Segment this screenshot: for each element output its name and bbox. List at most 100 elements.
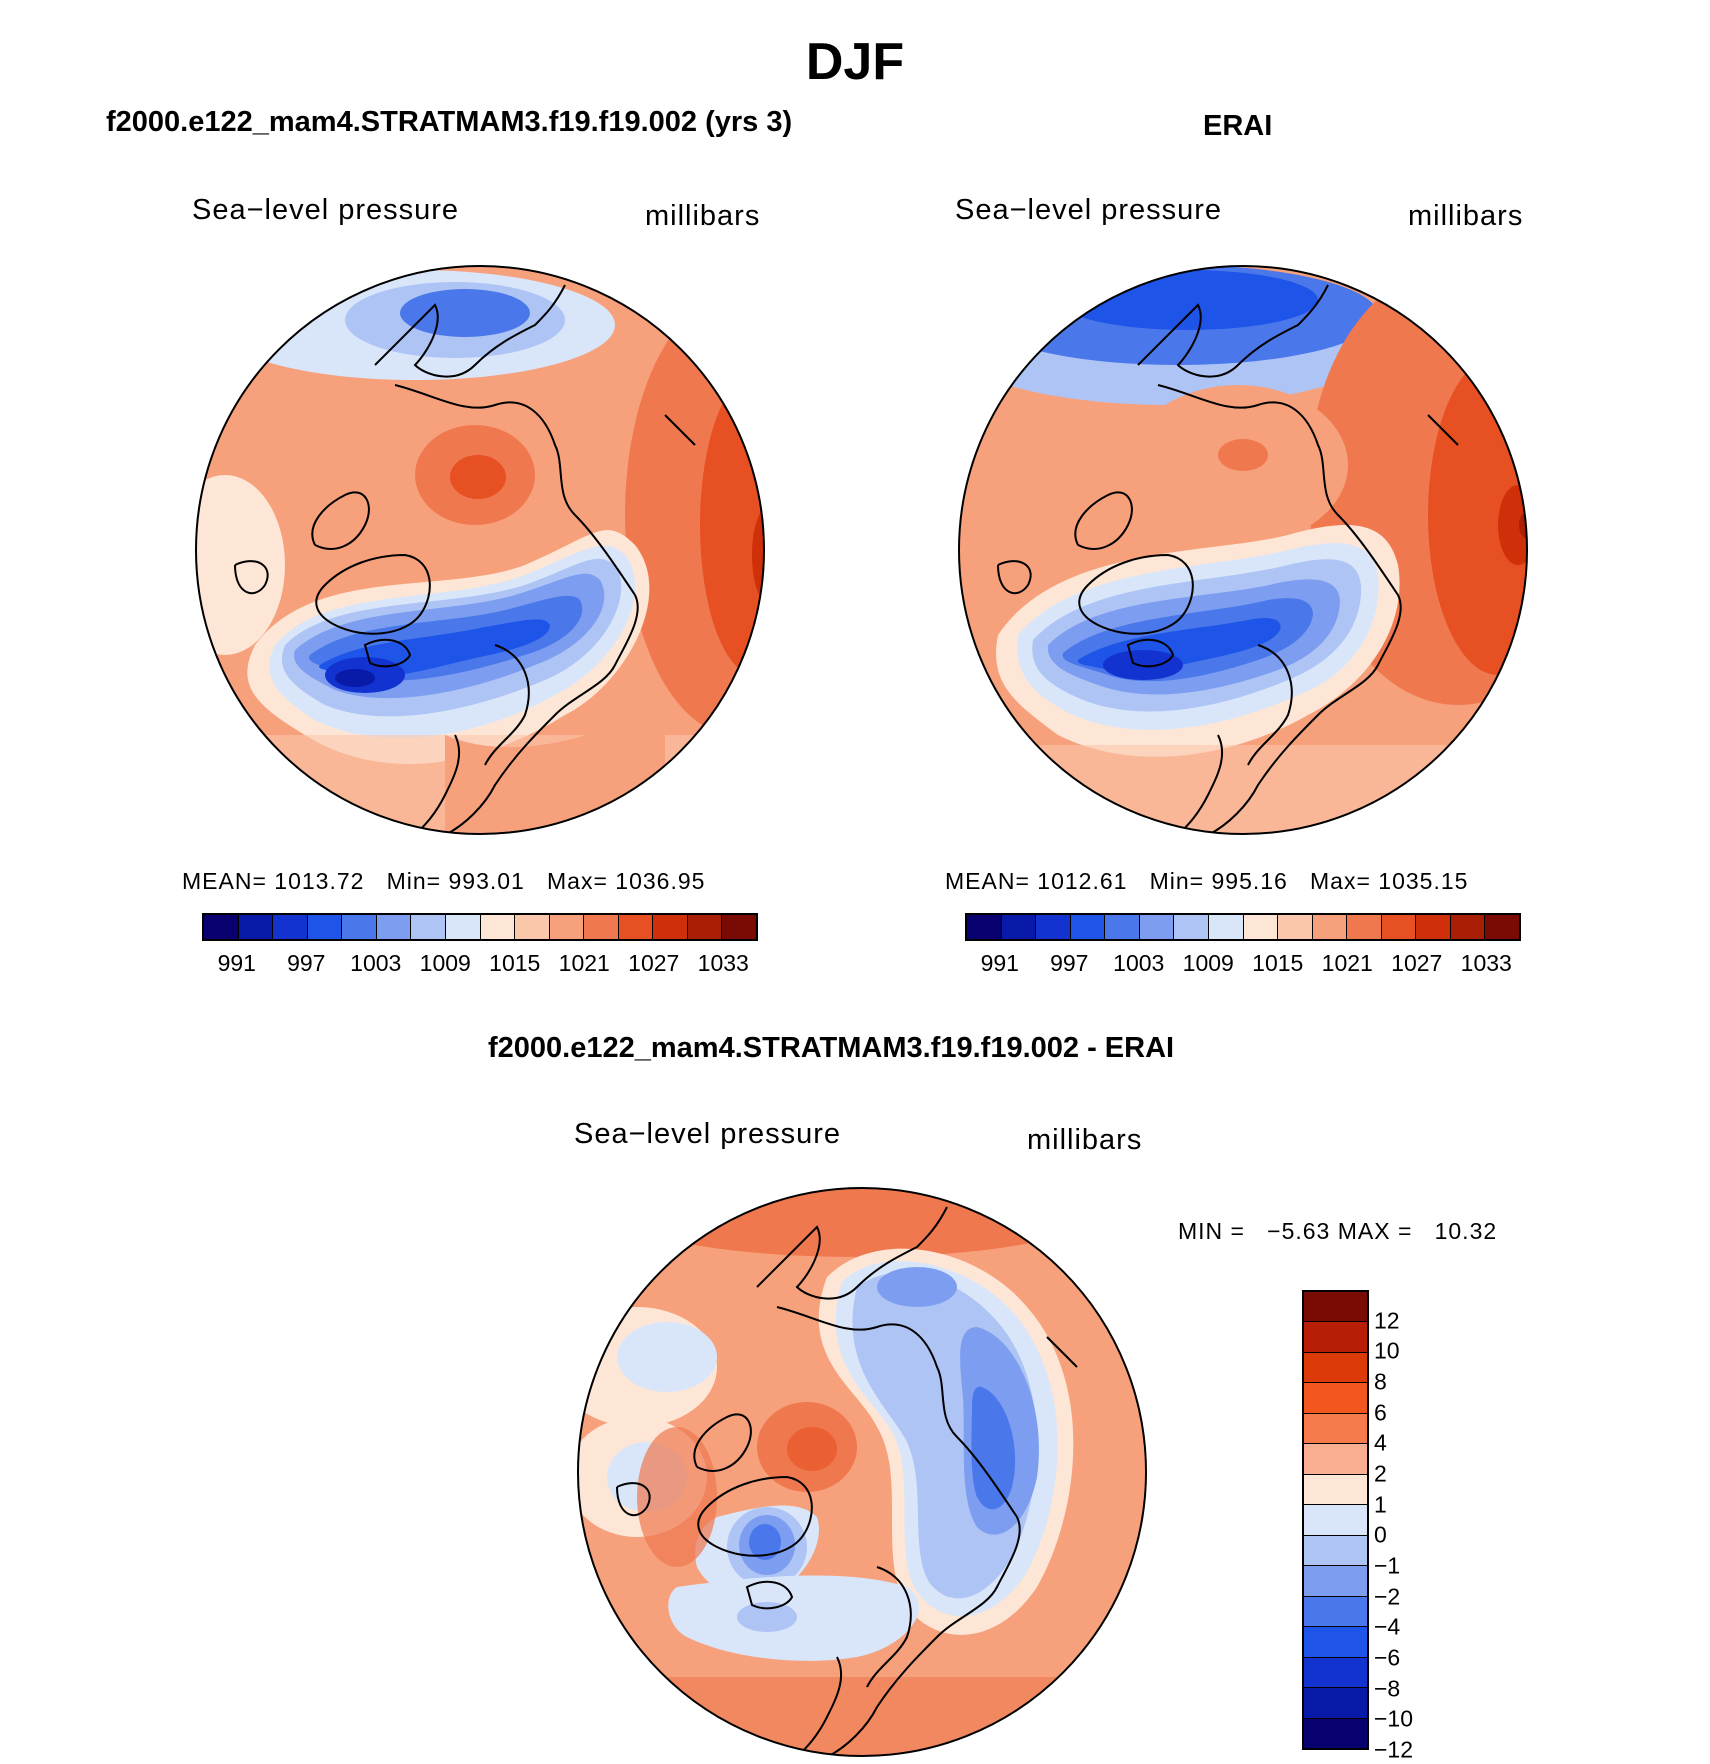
colorbar-swatch <box>967 915 1002 939</box>
colorbar-swatch <box>1174 915 1209 939</box>
panel1-map <box>195 265 765 835</box>
colorbar-swatch <box>1105 915 1140 939</box>
colorbar-swatch <box>273 915 308 939</box>
panel2-title: ERAI <box>1203 110 1273 142</box>
colorbar-tick-label: 1009 <box>419 950 471 976</box>
colorbar-tick-label: −2 <box>1374 1583 1401 1610</box>
panel1-units-label: millibars <box>645 200 761 232</box>
colorbar-swatch <box>238 915 274 939</box>
colorbar-tick-label: 1003 <box>350 950 402 976</box>
colorbar-tick-label: 1015 <box>1252 950 1304 976</box>
colorbar-swatch <box>687 915 723 939</box>
colorbar-tick-label: 1021 <box>558 950 610 976</box>
colorbar-swatch <box>342 915 377 939</box>
colorbar-tick-label: −4 <box>1374 1613 1401 1640</box>
panel3-colorbar <box>1302 1290 1369 1750</box>
colorbar-swatch <box>1304 1596 1367 1628</box>
panel2-stats: MEAN= 1012.61 Min= 995.16 Max= 1035.15 <box>945 868 1468 895</box>
colorbar-swatch <box>1304 1352 1367 1384</box>
colorbar-swatch <box>376 915 412 939</box>
colorbar-tick-label: 997 <box>287 950 326 976</box>
panel1-colorbar <box>202 913 758 941</box>
colorbar-tick-label: −1 <box>1374 1552 1401 1579</box>
colorbar-swatch <box>1304 1292 1367 1323</box>
panel3-min-label: MIN = <box>1178 1218 1245 1244</box>
panel1-mean-label: MEAN= <box>182 868 267 894</box>
colorbar-tick-label: 6 <box>1374 1399 1387 1426</box>
panel3-units-label: millibars <box>1027 1124 1143 1156</box>
panel3-stats: MIN = −5.63 MAX = 10.32 <box>1178 1218 1497 1245</box>
colorbar-swatch <box>1001 915 1037 939</box>
colorbar-swatch <box>1304 1505 1367 1536</box>
colorbar-swatch <box>618 915 654 939</box>
colorbar-swatch <box>1347 915 1382 939</box>
colorbar-swatch <box>1304 1474 1367 1506</box>
colorbar-tick-label: 1015 <box>489 950 541 976</box>
colorbar-tick-label: 10 <box>1374 1337 1400 1364</box>
colorbar-swatch <box>1450 915 1486 939</box>
colorbar-swatch <box>1304 1627 1367 1658</box>
figure-title: DJF <box>805 33 905 91</box>
colorbar-tick-label: −8 <box>1374 1675 1401 1702</box>
panel3-max-value: 10.32 <box>1434 1218 1498 1244</box>
panel3-max-label: MAX = <box>1337 1218 1413 1244</box>
panel3-colorbar-ticks: 12 10 8 6 4 2 1 0 −1 −2 −4 −6 −8 −10 −12 <box>1374 1290 1454 1762</box>
panel2-mean-value: 1012.61 <box>1037 868 1128 894</box>
colorbar-swatch <box>1243 915 1279 939</box>
colorbar-tick-label: 991 <box>217 950 256 976</box>
panel3-map <box>577 1187 1147 1757</box>
colorbar-tick-label: 1 <box>1374 1491 1387 1518</box>
colorbar-swatch <box>1381 915 1417 939</box>
colorbar-swatch <box>549 915 585 939</box>
colorbar-swatch <box>1304 1657 1367 1689</box>
panel2-colorbar-ticks: 991 997 1003 1009 1015 1021 1027 1033 <box>965 950 1521 980</box>
colorbar-swatch <box>480 915 516 939</box>
panel2-map <box>958 265 1528 835</box>
panel2-max-label: Max= <box>1310 868 1371 894</box>
panel1-field-label: Sea−level pressure <box>192 194 460 226</box>
colorbar-swatch <box>1485 915 1519 939</box>
colorbar-swatch <box>1304 1413 1367 1445</box>
panel1-stats: MEAN= 1013.72 Min= 993.01 Max= 1036.95 <box>182 868 705 895</box>
colorbar-swatch <box>411 915 446 939</box>
colorbar-tick-label: 1033 <box>697 950 749 976</box>
colorbar-tick-label: 1003 <box>1113 950 1165 976</box>
panel1-min-label: Min= <box>386 868 442 894</box>
colorbar-swatch <box>445 915 481 939</box>
colorbar-tick-label: 997 <box>1050 950 1089 976</box>
colorbar-swatch <box>1304 1535 1367 1567</box>
colorbar-swatch <box>584 915 619 939</box>
colorbar-tick-label: 12 <box>1374 1307 1400 1334</box>
colorbar-tick-label: −12 <box>1374 1736 1414 1763</box>
panel2-min-value: 995.16 <box>1211 868 1288 894</box>
colorbar-swatch <box>1304 1322 1367 1353</box>
panel2-min-label: Min= <box>1149 868 1205 894</box>
colorbar-tick-label: 8 <box>1374 1368 1387 1395</box>
panel1-min-value: 993.01 <box>448 868 525 894</box>
colorbar-tick-label: 0 <box>1374 1521 1387 1548</box>
panel3-title: f2000.e122_mam4.STRATMAM3.f19.f19.002 - … <box>488 1032 1175 1064</box>
colorbar-tick-label: 1027 <box>1391 950 1443 976</box>
panel2-units-label: millibars <box>1408 200 1524 232</box>
panel3-field-label: Sea−level pressure <box>574 1118 842 1150</box>
colorbar-tick-label: 1021 <box>1321 950 1373 976</box>
colorbar-swatch <box>1070 915 1106 939</box>
colorbar-swatch <box>653 915 688 939</box>
colorbar-swatch <box>1304 1688 1367 1719</box>
colorbar-swatch <box>204 915 239 939</box>
panel1-max-value: 1036.95 <box>615 868 706 894</box>
panel1-max-label: Max= <box>547 868 608 894</box>
colorbar-swatch <box>1036 915 1071 939</box>
colorbar-tick-label: −10 <box>1374 1705 1414 1732</box>
colorbar-swatch <box>1304 1383 1367 1414</box>
colorbar-tick-label: 991 <box>980 950 1019 976</box>
panel1-colorbar-ticks: 991 997 1003 1009 1015 1021 1027 1033 <box>202 950 758 980</box>
colorbar-swatch <box>1304 1718 1367 1749</box>
colorbar-tick-label: 1009 <box>1182 950 1234 976</box>
panel1-mean-value: 1013.72 <box>274 868 365 894</box>
colorbar-tick-label: 2 <box>1374 1460 1387 1487</box>
colorbar-swatch <box>1304 1444 1367 1475</box>
colorbar-swatch <box>1139 915 1175 939</box>
colorbar-tick-label: −6 <box>1374 1644 1401 1671</box>
colorbar-swatch <box>1304 1566 1367 1597</box>
